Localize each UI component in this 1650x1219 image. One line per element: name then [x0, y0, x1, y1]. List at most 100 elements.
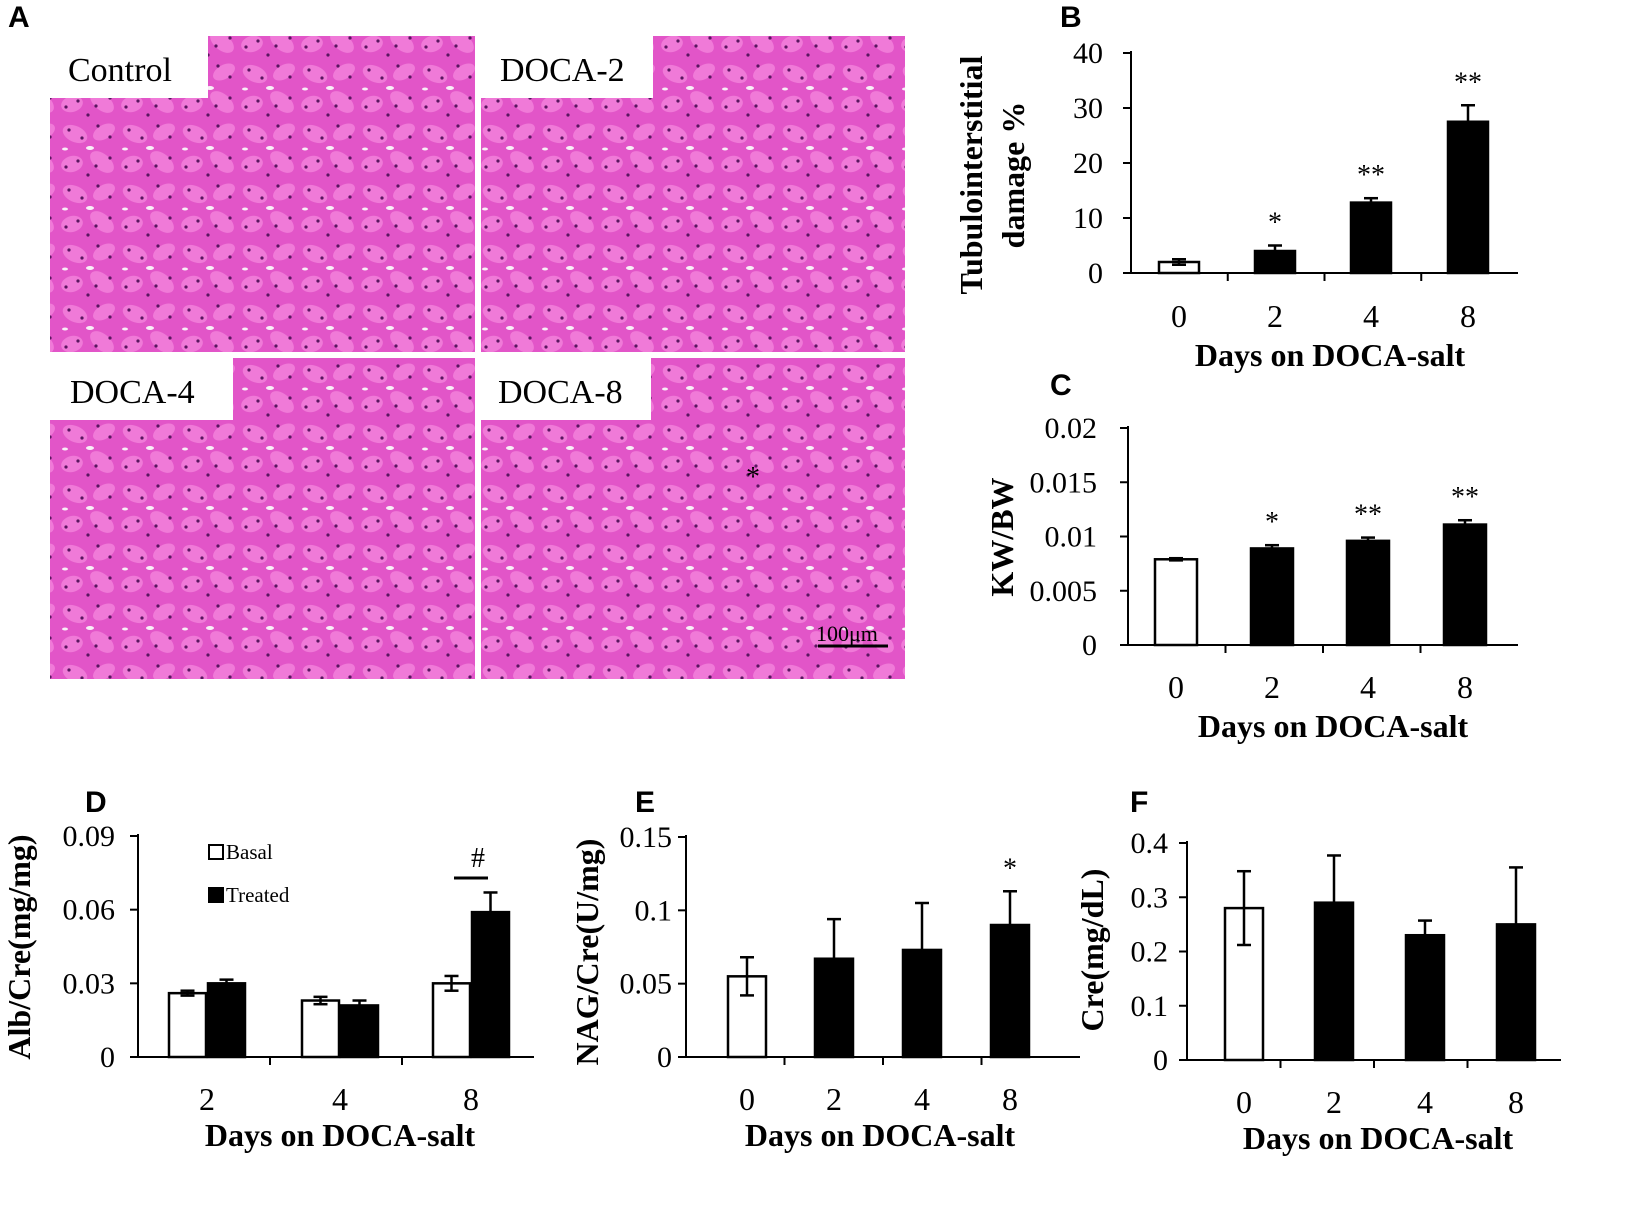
scale-bar-label: 100μm	[816, 621, 878, 646]
y-tick-label: 0.1	[1131, 990, 1169, 1023]
y-tick-label: 20	[1073, 147, 1103, 180]
micrograph-label-box	[50, 36, 208, 98]
x-tick-label: 8	[1457, 669, 1473, 705]
panel-letter-c: C	[1050, 369, 1072, 402]
y-tick-label: 0.02	[1045, 412, 1098, 445]
bar	[1249, 547, 1295, 647]
x-tick-label: 4	[332, 1081, 348, 1117]
bar	[1153, 558, 1199, 647]
x-tick-label: 8	[1460, 298, 1476, 334]
x-tick-label: 2	[199, 1081, 215, 1117]
x-tick-label: 2	[1264, 669, 1280, 705]
legend-label: Treated	[226, 883, 290, 907]
y-tick-label: 0	[1082, 629, 1097, 662]
y-tick-label: 0.09	[63, 820, 116, 853]
y-axis-label: NAG/Cre(U/mg)	[569, 839, 605, 1066]
bar	[989, 923, 1031, 1059]
significance-marker: **	[1454, 67, 1482, 98]
micrograph-label: DOCA-4	[70, 374, 195, 411]
y-tick-label: 0.05	[620, 968, 673, 1001]
x-tick-label: 4	[1417, 1084, 1433, 1120]
chart-panel-d: D 0 0.03 0.06 0.09 2 4 8 # Basal Treated Days on DO…	[1, 786, 534, 1153]
bar	[167, 991, 208, 1059]
x-tick-label: 0	[1236, 1084, 1252, 1120]
x-axis-label: Days on DOCA-salt	[205, 1117, 476, 1153]
y-tick-label: 0.1	[635, 894, 673, 927]
x-axis-label: Days on DOCA-salt	[1198, 708, 1469, 744]
x-axis-label: Days on DOCA-salt	[1195, 337, 1466, 373]
chart-panel-e: E 0 0.05 0.1 0.15 0 2 4 8 * Days on DOCA-salt NAG/C…	[569, 786, 1080, 1153]
micrograph-label-box	[50, 358, 233, 420]
micrograph-label: DOCA-8	[498, 374, 623, 411]
bar	[1495, 923, 1537, 1062]
x-tick-label: 8	[463, 1081, 479, 1117]
legend-swatch	[208, 844, 224, 860]
y-axis-label: Cre(mg/dL)	[1074, 869, 1110, 1032]
x-tick-label: 2	[1326, 1084, 1342, 1120]
micrograph-control: Control	[50, 36, 475, 352]
micrograph-grid: Control DOCA-2 DOCA-4 DOCA-8 * 100μm	[50, 36, 905, 679]
x-tick-label: 0	[1171, 298, 1187, 334]
x-axis-label: Days on DOCA-salt	[1243, 1120, 1514, 1156]
x-tick-label: 4	[914, 1081, 930, 1117]
micrograph-doca-8: DOCA-8	[481, 358, 905, 679]
bar	[901, 948, 943, 1059]
bar	[1404, 933, 1446, 1062]
y-tick-label: 10	[1073, 202, 1103, 235]
micrograph-doca-2: DOCA-2	[481, 36, 905, 352]
micrograph-doca-4: DOCA-4	[50, 358, 475, 679]
y-axis-label: damage %	[995, 102, 1031, 249]
bar	[206, 982, 247, 1059]
bar	[1345, 539, 1391, 647]
legend-label: Basal	[226, 840, 273, 864]
y-tick-label: 40	[1073, 37, 1103, 70]
micrograph-label: DOCA-2	[500, 52, 625, 89]
micrograph-label-box	[481, 36, 653, 98]
bar	[1253, 249, 1297, 275]
bar	[1313, 901, 1355, 1062]
bar	[339, 1004, 380, 1059]
y-tick-label: 0.03	[63, 967, 116, 1000]
y-tick-label: 0.3	[1131, 881, 1169, 914]
x-tick-label: 0	[739, 1081, 755, 1117]
legend-swatch	[208, 887, 224, 903]
significance-marker: *	[1003, 853, 1017, 884]
panel-letter-d: D	[85, 786, 107, 819]
y-tick-label: 30	[1073, 92, 1103, 125]
y-axis-label: KW/BW	[984, 477, 1020, 596]
bar	[813, 957, 855, 1059]
panel-letter-e: E	[635, 786, 655, 819]
y-axis-label: Alb/Cre(mg/mg)	[1, 834, 37, 1059]
y-axis-label: Tubulointerstitial	[953, 55, 989, 294]
micrograph-label: Control	[68, 52, 172, 89]
x-tick-label: 4	[1360, 669, 1376, 705]
x-axis-label: Days on DOCA-salt	[745, 1117, 1016, 1153]
panel-letter-b: B	[1060, 1, 1082, 34]
x-tick-label: 8	[1508, 1084, 1524, 1120]
y-tick-label: 0.4	[1131, 827, 1169, 860]
x-tick-label: 2	[826, 1081, 842, 1117]
significance-marker: **	[1357, 160, 1385, 191]
bar	[470, 910, 511, 1059]
micrograph-label-box	[481, 358, 651, 420]
significance-marker: *	[1268, 208, 1282, 239]
panel-letter-a: A	[8, 1, 30, 34]
x-tick-label: 8	[1002, 1081, 1018, 1117]
significance-marker: **	[1451, 482, 1479, 513]
bar	[1442, 523, 1488, 647]
x-tick-label: 0	[1168, 669, 1184, 705]
x-tick-label: 2	[1267, 298, 1283, 334]
significance-marker: #	[471, 843, 485, 874]
y-tick-label: 0.06	[63, 894, 116, 927]
bar	[300, 999, 341, 1059]
bar	[1446, 120, 1490, 275]
y-tick-label: 0.015	[1030, 466, 1098, 499]
bar	[1349, 201, 1393, 275]
x-tick-label: 4	[1363, 298, 1379, 334]
y-tick-label: 0	[1088, 257, 1103, 290]
